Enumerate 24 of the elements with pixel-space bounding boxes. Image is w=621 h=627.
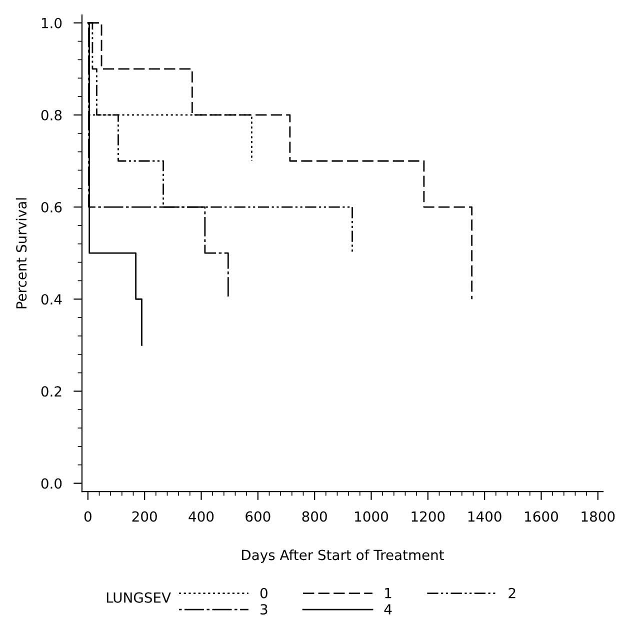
- x-axis-title: Days After Start of Treatment: [242, 549, 444, 563]
- legend-label: 2: [508, 588, 516, 598]
- x-tick-label: 800: [302, 511, 327, 522]
- y-tick-label: 0.2: [41, 386, 62, 397]
- x-tick-label: 600: [246, 511, 270, 522]
- x-tick-label: 400: [188, 511, 214, 522]
- y-tick-label: 0.4: [41, 294, 62, 305]
- x-tick-label: 1000: [355, 511, 388, 522]
- y-tick-label: 0.6: [41, 202, 62, 213]
- y-axis-title: Percent Survival: [16, 198, 27, 308]
- x-tick-label: 1600: [525, 511, 558, 522]
- x-tick-label: 1400: [468, 511, 502, 522]
- x-tick-label: 200: [132, 511, 157, 522]
- x-tick-label: 0: [84, 511, 92, 522]
- legend-label: 4: [384, 604, 392, 614]
- legend-label: 3: [260, 604, 268, 615]
- legend-label: 0: [260, 588, 268, 598]
- y-tick-label: 0.8: [41, 110, 62, 120]
- x-tick-label: 1800: [582, 511, 615, 522]
- legend-label: 1: [385, 588, 392, 598]
- y-tick-label: 1.0: [42, 18, 62, 28]
- y-tick-label: 0.0: [41, 478, 62, 489]
- legend-title: LUNGSEV: [106, 592, 171, 603]
- x-tick-label: 1200: [412, 511, 445, 522]
